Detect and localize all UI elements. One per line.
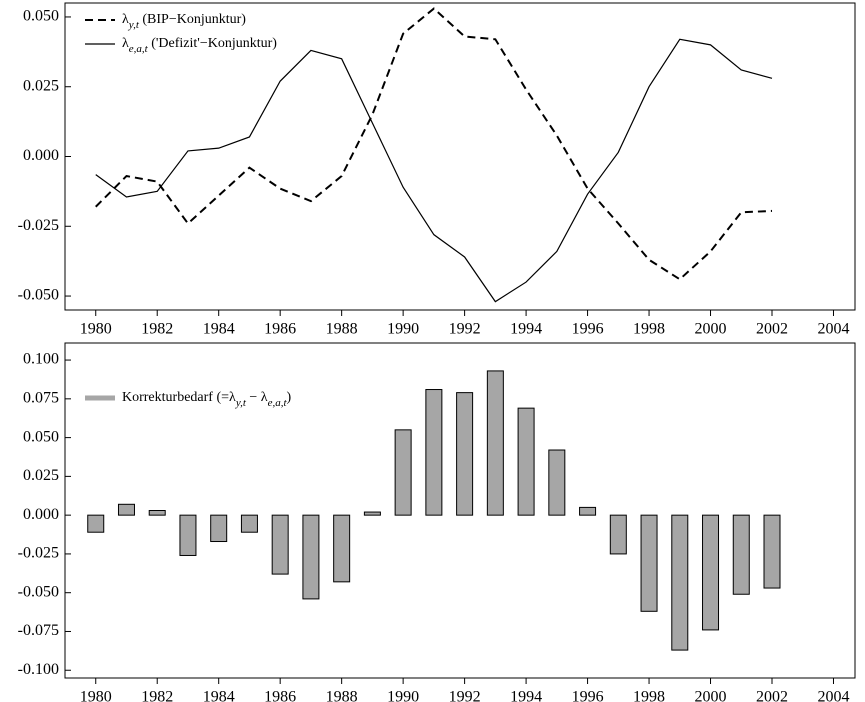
x-tick-label: 2000 bbox=[695, 321, 727, 338]
legend-subscript: e,a,t bbox=[129, 43, 149, 55]
x-tick-label: 1986 bbox=[264, 321, 296, 338]
legend-text: ('Defizit'−Konjunktur) bbox=[148, 36, 278, 51]
bar bbox=[763, 514, 781, 589]
plot-frame bbox=[64, 342, 856, 679]
bar bbox=[486, 370, 504, 516]
bar bbox=[732, 514, 750, 595]
x-tick-label: 1994 bbox=[510, 321, 542, 338]
legend-label: λy,t (BIP−Konjunktur) bbox=[122, 12, 246, 30]
x-tick-label: 1998 bbox=[633, 689, 665, 702]
y-tick-label: -0.025 bbox=[18, 217, 59, 234]
x-tick-label: 1988 bbox=[326, 689, 358, 702]
x-tick-label: 1984 bbox=[203, 321, 235, 338]
bar bbox=[302, 514, 320, 600]
x-tick-label: 1990 bbox=[387, 321, 419, 338]
y-tick-label: -0.050 bbox=[18, 287, 59, 304]
legend-text: − λ bbox=[246, 390, 268, 405]
legend-text: ) bbox=[287, 390, 292, 405]
bar bbox=[363, 511, 381, 516]
y-tick-label: 0.050 bbox=[23, 428, 59, 445]
x-tick-label: 2002 bbox=[756, 689, 788, 702]
bar bbox=[640, 514, 658, 612]
y-tick-label: 0.050 bbox=[23, 8, 59, 25]
legend-text: λ bbox=[122, 36, 129, 51]
x-tick-label: 1992 bbox=[449, 689, 481, 702]
y-tick-label: 0.025 bbox=[23, 467, 59, 484]
bar bbox=[671, 514, 689, 651]
bar bbox=[517, 407, 535, 516]
data-line bbox=[95, 7, 773, 281]
legend-label: λe,a,t ('Defizit'−Konjunktur) bbox=[122, 36, 277, 54]
bar bbox=[240, 514, 258, 533]
y-tick-label: 0.000 bbox=[23, 506, 59, 523]
x-tick-label: 1996 bbox=[572, 689, 604, 702]
data-line bbox=[95, 38, 773, 303]
bar bbox=[579, 506, 597, 516]
bar bbox=[609, 514, 627, 555]
bar bbox=[87, 514, 105, 533]
bar bbox=[394, 429, 412, 516]
y-tick-label: -0.025 bbox=[18, 545, 59, 562]
x-tick-label: 1998 bbox=[633, 321, 665, 338]
legend-label: Korrekturbedarf (=λy,t − λe,a,t) bbox=[122, 390, 292, 408]
x-tick-label: 1980 bbox=[80, 689, 112, 702]
x-tick-label: 1982 bbox=[141, 689, 173, 702]
x-tick-label: 1986 bbox=[264, 689, 296, 702]
x-tick-label: 2004 bbox=[817, 689, 849, 702]
bar bbox=[148, 510, 166, 516]
bar bbox=[179, 514, 197, 556]
legend-text: λ bbox=[122, 12, 129, 27]
x-tick-label: 2002 bbox=[756, 321, 788, 338]
bar bbox=[271, 514, 289, 575]
y-tick-label: -0.050 bbox=[18, 583, 59, 600]
legend-subscript: y,t bbox=[128, 19, 140, 31]
x-tick-label: 1994 bbox=[510, 689, 542, 702]
y-tick-label: 0.025 bbox=[23, 77, 59, 94]
x-tick-label: 1984 bbox=[203, 689, 235, 702]
bar bbox=[456, 392, 474, 516]
y-tick-label: -0.075 bbox=[18, 622, 59, 639]
bar bbox=[333, 514, 351, 583]
x-tick-label: 1982 bbox=[141, 321, 173, 338]
y-tick-label: -0.100 bbox=[18, 661, 59, 678]
x-tick-label: 2004 bbox=[817, 321, 849, 338]
legend-text: Korrekturbedarf (=λ bbox=[122, 390, 236, 405]
bar bbox=[210, 514, 228, 543]
bar bbox=[702, 514, 720, 631]
legend-subscript: e,a,t bbox=[268, 397, 288, 409]
x-tick-label: 1988 bbox=[326, 321, 358, 338]
bar bbox=[117, 503, 135, 516]
x-tick-label: 1990 bbox=[387, 689, 419, 702]
x-tick-label: 1992 bbox=[449, 321, 481, 338]
x-tick-label: 2000 bbox=[695, 689, 727, 702]
x-tick-label: 1980 bbox=[80, 321, 112, 338]
y-tick-label: 0.100 bbox=[23, 351, 59, 368]
y-tick-label: 0.075 bbox=[23, 390, 59, 407]
legend-subscript: y,t bbox=[235, 397, 247, 409]
legend-text: (BIP−Konjunktur) bbox=[139, 12, 246, 27]
y-tick-label: 0.000 bbox=[23, 147, 59, 164]
x-tick-label: 1996 bbox=[572, 321, 604, 338]
bar bbox=[425, 389, 443, 516]
bar bbox=[548, 449, 566, 516]
